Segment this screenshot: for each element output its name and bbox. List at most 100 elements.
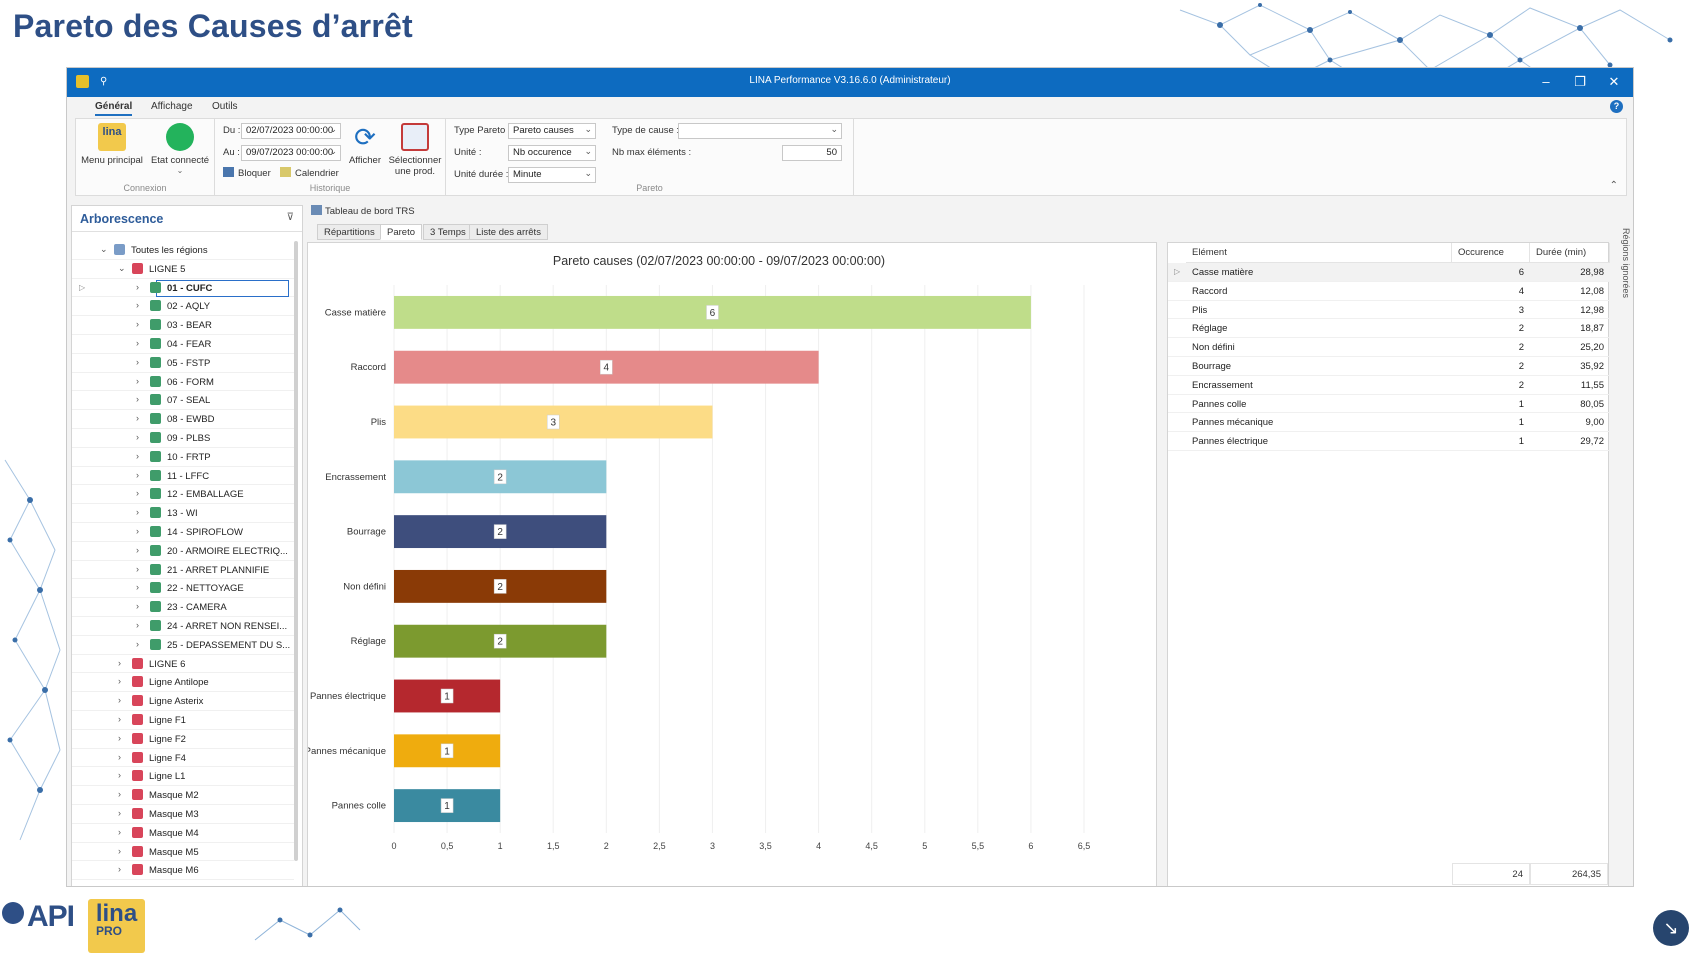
chevron-right-icon[interactable]: ›: [136, 488, 139, 499]
chevron-right-icon[interactable]: ›: [118, 864, 121, 875]
collapse-ribbon-icon[interactable]: ⌃: [1609, 180, 1618, 191]
du-date-field[interactable]: 02/07/2023 00:00:00 ⌄: [241, 123, 341, 139]
chevron-right-icon[interactable]: ›: [118, 695, 121, 706]
tab-outils[interactable]: Outils: [212, 101, 238, 112]
tree-item[interactable]: › 06 - FORM: [72, 373, 294, 392]
chevron-right-icon[interactable]: ›: [118, 751, 121, 762]
tree-item[interactable]: › 05 - FSTP: [72, 354, 294, 373]
table-row[interactable]: Plis 3 12,98: [1168, 301, 1610, 320]
tree-item[interactable]: › 23 - CAMERA: [72, 598, 294, 617]
afficher-button[interactable]: ⟳ Afficher: [345, 123, 385, 166]
pin-icon[interactable]: ⚲: [100, 76, 108, 87]
tree-item[interactable]: › 25 - DEPASSEMENT DU S...: [72, 636, 294, 655]
type-cause-select[interactable]: ⌄: [678, 123, 842, 139]
filter-icon[interactable]: ⊽: [286, 212, 294, 223]
chevron-right-icon[interactable]: ›: [118, 808, 121, 818]
tree-item[interactable]: › 07 - SEAL: [72, 391, 294, 411]
grid-header-occurence[interactable]: Occurence: [1452, 243, 1530, 263]
tree-item[interactable]: › 12 - EMBALLAGE: [72, 485, 294, 505]
table-row[interactable]: Non défini 2 25,20: [1168, 338, 1610, 357]
tree-item[interactable]: › Masque M6: [72, 861, 294, 881]
chevron-right-icon[interactable]: ›: [136, 563, 139, 574]
chevron-right-icon[interactable]: ›: [118, 732, 121, 743]
grid-header-element[interactable]: Elément: [1186, 243, 1452, 263]
unite-duree-select[interactable]: Minute ⌄: [508, 167, 596, 183]
help-icon[interactable]: ?: [1610, 100, 1623, 113]
calendrier-button[interactable]: Calendrier: [280, 167, 339, 179]
tree-item[interactable]: › 03 - BEAR: [72, 316, 294, 335]
chevron-down-icon[interactable]: ⌄: [100, 244, 108, 254]
chevron-right-icon[interactable]: ›: [136, 601, 139, 612]
table-row[interactable]: Pannes colle 1 80,05: [1168, 395, 1610, 414]
restore-icon[interactable]: ❐: [1574, 74, 1586, 89]
tree-item[interactable]: › 04 - FEAR: [72, 335, 294, 354]
chevron-right-icon[interactable]: ›: [136, 356, 139, 367]
selectionner-prod-button[interactable]: Sélectionner une prod.: [387, 123, 443, 177]
chevron-right-icon[interactable]: ›: [136, 319, 139, 330]
chevron-down-icon[interactable]: ⌄: [118, 262, 126, 273]
etat-connecte-button[interactable]: Etat connecté ⌄: [148, 123, 212, 175]
type-pareto-select[interactable]: Pareto causes ⌄: [508, 123, 596, 139]
tree-item[interactable]: › 20 - ARMOIRE ELECTRIQ...: [72, 542, 294, 561]
chevron-right-icon[interactable]: ›: [136, 338, 139, 348]
unite-select[interactable]: Nb occurence ⌄: [508, 145, 596, 161]
table-row[interactable]: Pannes électrique 1 29,72: [1168, 432, 1610, 451]
chevron-right-icon[interactable]: ›: [118, 657, 121, 668]
tree-item[interactable]: › Ligne L1: [72, 767, 294, 787]
table-row[interactable]: Encrassement 2 11,55: [1168, 376, 1610, 395]
chevron-right-icon[interactable]: ›: [118, 714, 121, 724]
chevron-right-icon[interactable]: ›: [136, 375, 139, 386]
chevron-right-icon[interactable]: ›: [136, 620, 139, 630]
tree-item[interactable]: › 13 - WI: [72, 504, 294, 523]
close-icon[interactable]: ✕: [1608, 74, 1620, 89]
minimize-icon[interactable]: –: [1542, 74, 1550, 89]
chevron-right-icon[interactable]: ›: [136, 469, 139, 480]
tree-item[interactable]: ▷ › 01 - CUFC: [72, 279, 294, 298]
table-row[interactable]: Raccord 4 12,08: [1168, 282, 1610, 301]
menu-principal-button[interactable]: lina Menu principal: [80, 123, 144, 166]
tab-3-temps[interactable]: 3 Temps: [423, 224, 473, 240]
chevron-right-icon[interactable]: ›: [118, 845, 121, 856]
tree-item[interactable]: › Ligne F2: [72, 730, 294, 749]
tree-item[interactable]: › 14 - SPIROFLOW: [72, 523, 294, 542]
tree-item[interactable]: › 11 - LFFC: [72, 467, 294, 486]
table-row[interactable]: ▷ Casse matière 6 28,98: [1168, 263, 1610, 282]
tree-item[interactable]: › LIGNE 6: [72, 655, 294, 674]
au-date-field[interactable]: 09/07/2023 00:00:00 ⌄: [241, 145, 341, 161]
tree-item[interactable]: › 08 - EWBD: [72, 410, 294, 429]
chevron-right-icon[interactable]: ›: [136, 544, 139, 555]
chevron-right-icon[interactable]: ›: [136, 394, 139, 405]
chevron-right-icon[interactable]: ›: [136, 281, 139, 292]
tree-item[interactable]: › Ligne Antilope: [72, 673, 294, 693]
chevron-right-icon[interactable]: ›: [136, 450, 139, 461]
tree-item[interactable]: › 02 - AQLY: [72, 297, 294, 317]
chevron-right-icon[interactable]: ›: [136, 507, 139, 518]
tree-item[interactable]: › 09 - PLBS: [72, 429, 294, 448]
tree-scrollbar[interactable]: [294, 241, 298, 861]
table-row[interactable]: Réglage 2 18,87: [1168, 319, 1610, 339]
chevron-right-icon[interactable]: ›: [136, 300, 139, 311]
chevron-right-icon[interactable]: ›: [118, 789, 121, 800]
tab-general[interactable]: Général: [95, 101, 133, 116]
table-row[interactable]: Bourrage 2 35,92: [1168, 357, 1610, 376]
tree-item[interactable]: › Masque M3: [72, 805, 294, 824]
bloquer-button[interactable]: Bloquer: [223, 167, 271, 179]
tree-item[interactable]: › 21 - ARRET PLANNIFIE: [72, 561, 294, 580]
regions-ignorees-side-tab[interactable]: Régions ignorées: [1621, 228, 1631, 299]
tree-item[interactable]: ⌄ LIGNE 5: [72, 260, 294, 279]
chevron-right-icon[interactable]: ›: [136, 638, 139, 649]
grid-header-duree[interactable]: Durée (min): [1530, 243, 1610, 263]
table-row[interactable]: Pannes mécanique 1 9,00: [1168, 413, 1610, 433]
chevron-right-icon[interactable]: ›: [118, 826, 121, 837]
chevron-right-icon[interactable]: ›: [136, 413, 139, 424]
nb-max-field[interactable]: 50: [782, 145, 842, 161]
chevron-right-icon[interactable]: ›: [118, 770, 121, 781]
chevron-right-icon[interactable]: ›: [136, 582, 139, 593]
tree-item[interactable]: › Ligne F4: [72, 749, 294, 768]
tree-item[interactable]: › 22 - NETTOYAGE: [72, 579, 294, 599]
tree-item[interactable]: › Masque M5: [72, 843, 294, 862]
tree-item[interactable]: › Masque M4: [72, 824, 294, 843]
tree-item[interactable]: ⌄ Toutes les régions: [72, 241, 294, 260]
doc-tab-tableau-de-bord[interactable]: Tableau de bord TRS: [311, 205, 415, 217]
arrow-down-right-icon[interactable]: ↘: [1653, 910, 1689, 946]
